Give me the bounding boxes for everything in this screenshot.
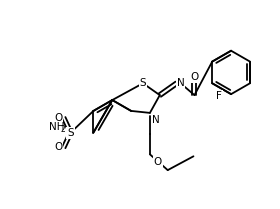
Text: O: O [154,157,162,167]
Text: N: N [177,78,185,88]
Text: NH: NH [49,122,65,132]
Text: S: S [140,78,146,88]
Text: O: O [190,72,199,82]
Text: N: N [152,115,160,125]
Text: F: F [216,91,222,101]
Text: O: O [55,142,63,152]
Text: O: O [55,113,63,123]
Text: S: S [67,128,74,138]
Text: 2: 2 [60,125,65,134]
